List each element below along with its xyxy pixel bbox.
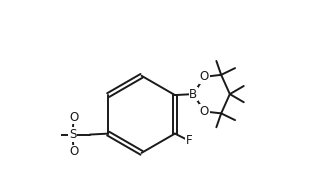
- Text: F: F: [186, 134, 193, 147]
- Text: O: O: [200, 105, 209, 118]
- Text: O: O: [69, 111, 78, 124]
- Text: O: O: [200, 70, 209, 83]
- Text: B: B: [189, 88, 197, 101]
- Text: S: S: [69, 128, 76, 141]
- Text: O: O: [69, 145, 78, 158]
